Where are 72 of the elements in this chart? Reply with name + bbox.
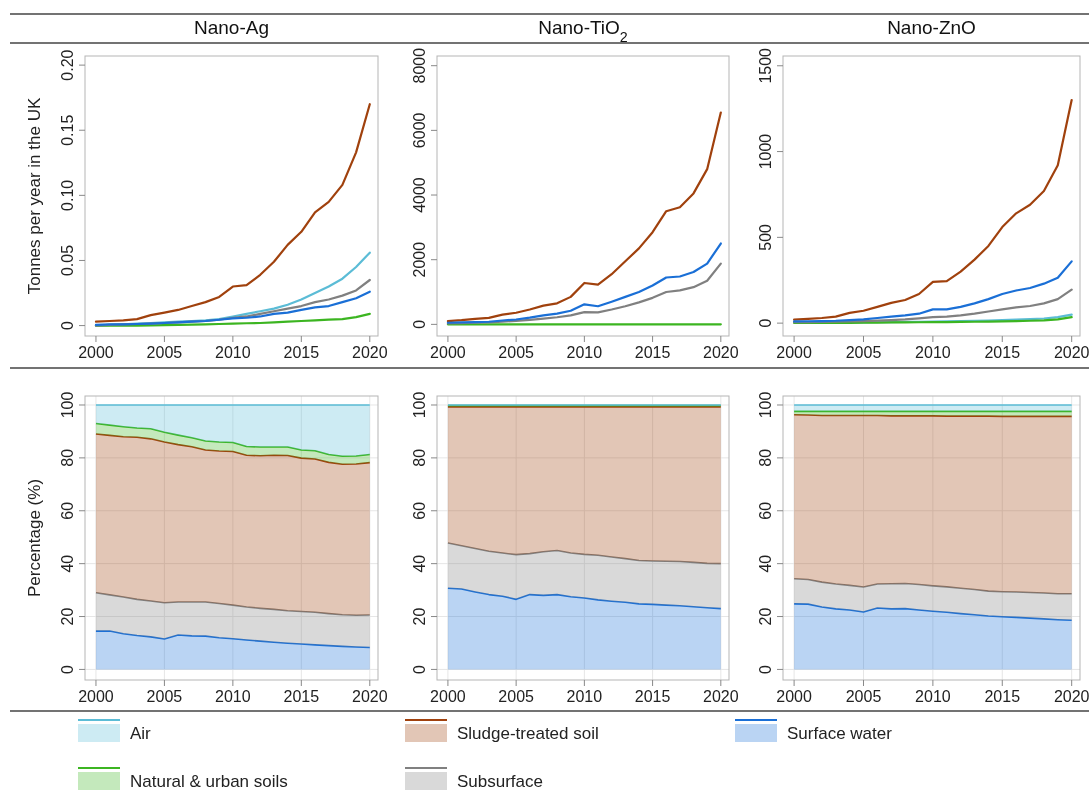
- y-tick-label: 60: [757, 501, 774, 520]
- x-tick-label: 2015: [283, 688, 320, 705]
- y-tick-label: 2000: [411, 241, 428, 278]
- x-tick-label: 2000: [78, 344, 114, 361]
- x-tick-label: 2005: [845, 688, 882, 705]
- x-tick-label: 2000: [430, 688, 466, 705]
- x-tick-label: 2010: [215, 344, 251, 361]
- y-tick-label: 0: [59, 321, 76, 331]
- x-tick-label: 2010: [915, 688, 951, 705]
- y-tick-label: 80: [757, 448, 774, 467]
- x-tick-label: 2015: [634, 344, 671, 361]
- y-tick-label: 20: [757, 607, 774, 626]
- y-tick-label: 60: [59, 501, 76, 520]
- y-axis-title: Percentage (%): [25, 478, 44, 598]
- x-tick-label: 2020: [351, 688, 388, 705]
- y-tick-label: 0: [411, 319, 428, 329]
- y-tick-label: 20: [411, 607, 428, 626]
- legend-label: Natural & urban soils: [130, 772, 288, 791]
- x-tick-label: 2020: [351, 344, 388, 361]
- y-tick-label: 0.15: [59, 114, 76, 146]
- y-tick-label: 1000: [757, 133, 774, 170]
- x-tick-label: 2010: [215, 688, 251, 705]
- y-axis-title: Tonnes per year in the UK: [25, 97, 44, 295]
- x-tick-label: 2010: [566, 688, 603, 705]
- y-tick-label: 80: [411, 448, 428, 467]
- y-tick-label: 6000: [411, 112, 428, 149]
- y-tick-label: 0: [757, 664, 774, 674]
- x-tick-label: 2005: [146, 688, 183, 705]
- legend-label: Sludge-treated soil: [457, 724, 599, 743]
- x-tick-label: 2010: [915, 344, 951, 361]
- y-tick-label: 0: [411, 664, 428, 674]
- x-tick-label: 2020: [1053, 344, 1089, 361]
- y-tick-label: 100: [757, 391, 774, 419]
- y-tick-label: 0.20: [59, 49, 76, 81]
- x-tick-label: 2015: [984, 688, 1021, 705]
- y-tick-label: 40: [59, 554, 76, 573]
- x-tick-label: 2020: [703, 688, 739, 705]
- chart-title: Nano-ZnO: [887, 17, 976, 38]
- legend-label: Surface water: [787, 724, 893, 743]
- x-tick-label: 2000: [776, 688, 812, 705]
- x-tick-label: 2000: [776, 344, 812, 361]
- x-tick-label: 2020: [1053, 688, 1089, 705]
- chart-title: Nano-TiO$_{2}$: [538, 17, 628, 45]
- x-tick-label: 2005: [498, 688, 535, 705]
- y-tick-label: 100: [59, 391, 76, 419]
- y-tick-label: 40: [757, 554, 774, 573]
- x-tick-label: 2015: [984, 344, 1021, 361]
- y-tick-label: 40: [411, 554, 428, 573]
- x-tick-label: 2015: [283, 344, 320, 361]
- x-tick-label: 2005: [845, 344, 882, 361]
- x-tick-label: 2020: [703, 344, 739, 361]
- y-tick-label: 1500: [757, 47, 774, 84]
- y-tick-label: 500: [757, 223, 774, 251]
- x-tick-label: 2010: [566, 344, 603, 361]
- x-tick-label: 2005: [498, 344, 535, 361]
- x-tick-label: 2000: [78, 688, 114, 705]
- y-tick-label: 0: [757, 318, 774, 328]
- y-tick-label: 20: [59, 607, 76, 626]
- y-tick-label: 100: [411, 391, 428, 419]
- y-tick-label: 0: [59, 664, 76, 674]
- x-tick-label: 2015: [634, 688, 671, 705]
- legend-label: Subsurface: [457, 772, 543, 791]
- x-tick-label: 2000: [430, 344, 466, 361]
- x-tick-label: 2005: [146, 344, 183, 361]
- legend-label: Air: [130, 724, 152, 743]
- y-tick-label: 4000: [411, 177, 428, 213]
- y-tick-label: 80: [59, 448, 76, 467]
- y-tick-label: 60: [411, 501, 428, 520]
- y-tick-label: 0.05: [59, 244, 76, 277]
- y-tick-label: 0.10: [59, 179, 76, 211]
- chart-title: Nano-Ag: [194, 17, 269, 38]
- y-tick-label: 8000: [411, 47, 428, 84]
